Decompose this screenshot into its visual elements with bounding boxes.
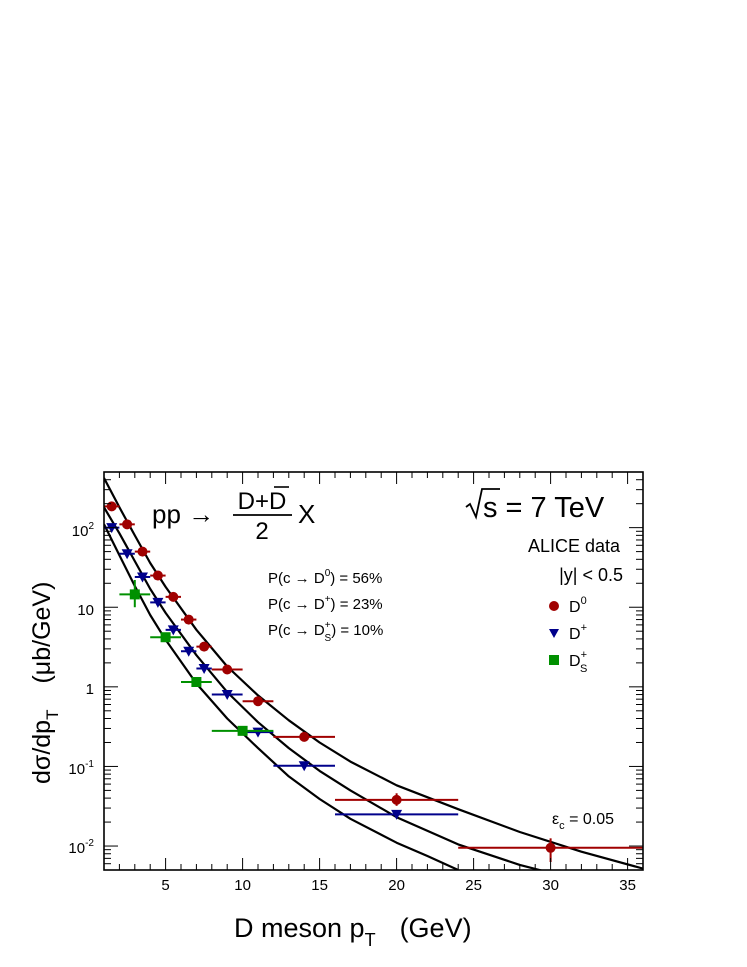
data-point (545, 842, 556, 853)
data-point (183, 614, 194, 625)
data-point (152, 570, 163, 581)
legend-header-experiment: ALICE data (528, 536, 621, 556)
data-point (198, 663, 210, 674)
data-point (137, 572, 148, 583)
data-point (199, 641, 210, 652)
fraction-d0: P(c → D0) = 56% (268, 568, 382, 587)
y-tick-label: 10-2 (68, 838, 94, 857)
y-tick-labels: 10-2 10-1 1 10 102 (68, 521, 94, 857)
legend-marker-ds (549, 655, 559, 665)
data-point (183, 646, 195, 657)
process-suffix: X (298, 499, 315, 529)
process-prefix: pp → (152, 499, 214, 529)
data-point (137, 546, 148, 557)
data-point (129, 589, 140, 600)
data-point (121, 549, 133, 560)
energy-text: s = 7 TeV (483, 492, 605, 524)
data-point (106, 501, 117, 512)
epsilon-label: εc = 0.05 (552, 811, 614, 832)
y-tick-label: 10-1 (68, 759, 94, 778)
series-0 (104, 501, 643, 863)
legend-label-ds: D+ S (569, 649, 587, 675)
process-formula: pp → D+D 2 X (152, 486, 315, 545)
x-tick-label: 5 (161, 877, 169, 894)
y-tick-label: 1 (86, 681, 94, 698)
y-tick-label: 10 (77, 602, 94, 619)
legend-marker-d0 (549, 601, 559, 611)
legend-label-dplus: D+ (569, 622, 587, 643)
series-2 (119, 579, 274, 736)
data-point (391, 794, 402, 805)
y-tick-label: 102 (72, 521, 95, 540)
model-curve (104, 506, 544, 870)
energy-label: s = 7 TeV (465, 488, 605, 524)
data-point (191, 677, 202, 688)
series-1 (104, 523, 459, 820)
plot-frame (103, 471, 644, 871)
x-tick-labels: 5 10 15 20 25 30 35 (161, 877, 636, 894)
legend-label-d0: D0 (569, 595, 587, 616)
data-point (298, 761, 310, 772)
x-tick-label: 20 (388, 877, 405, 894)
legend: ALICE data |y| < 0.5 D0 D+ D+ S (528, 536, 623, 675)
data-point (221, 690, 233, 701)
data-point (253, 696, 263, 707)
sqrt-sign (465, 488, 500, 520)
data-point (152, 597, 164, 608)
data-point (167, 625, 179, 636)
data-point (237, 725, 248, 736)
data-point (122, 519, 133, 530)
data-point (160, 632, 171, 643)
legend-marker-dplus (549, 629, 559, 638)
fraction-ds: P(c → D+ S) = 10% (268, 620, 383, 644)
x-tick-label: 30 (542, 877, 559, 894)
x-tick-label: 25 (465, 877, 482, 894)
process-denominator: 2 (255, 518, 268, 545)
fragmentation-fractions: P(c → D0) = 56% P(c → D+) = 23% P(c → D+… (268, 568, 383, 644)
data-series (104, 501, 643, 863)
data-point (299, 731, 310, 742)
x-axis-title: D meson pT (GeV) (234, 913, 472, 950)
x-tick-label: 15 (311, 877, 328, 894)
x-tick-label: 10 (234, 877, 251, 894)
legend-header-rapidity: |y| < 0.5 (559, 565, 623, 585)
data-point (222, 664, 233, 675)
axis-ticks (104, 471, 644, 871)
x-tick-label: 35 (619, 877, 636, 894)
data-point (168, 591, 179, 602)
process-numerator: D+D (238, 488, 287, 515)
y-axis-title: dσ/dpT(μb/GeV) (28, 582, 62, 784)
fraction-dplus: P(c → D+) = 23% (268, 594, 383, 613)
data-point (391, 809, 403, 820)
